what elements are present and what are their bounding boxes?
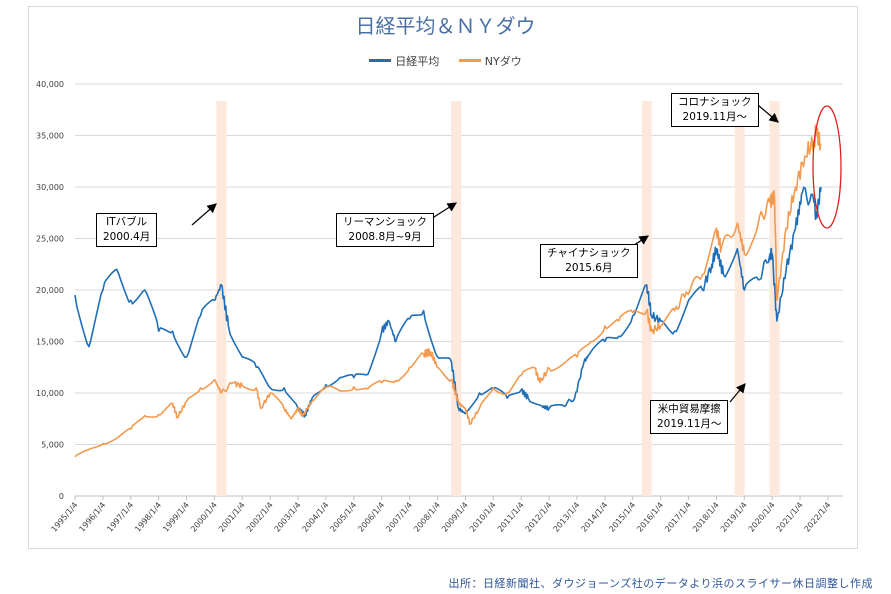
x-tick-label: 1998/1/4: [133, 501, 163, 534]
x-tick-label: 2005/1/4: [328, 501, 358, 534]
annotation-line: 2008.8月~9月: [348, 231, 422, 243]
chart-title: 日経平均＆ＮＹダウ: [355, 14, 536, 38]
x-tick-label: 2012/1/4: [524, 501, 554, 534]
y-tick-label: 25,000: [36, 235, 64, 244]
y-tick-label: 10,000: [36, 389, 64, 398]
annotation-line: 2000.4月: [103, 231, 151, 243]
shaded-period: [216, 101, 227, 496]
x-tick-label: 2013/1/4: [552, 501, 582, 534]
highlight-ellipse: [812, 105, 842, 229]
y-tick-label: 40,000: [36, 80, 64, 89]
annotation-corona: コロナショック 2019.11月～: [671, 93, 759, 127]
annotation-lehman: リーマンショック 2008.8月~9月: [336, 213, 434, 247]
legend-label-nikkei: 日経平均: [395, 54, 440, 68]
x-tick-label: 2006/1/4: [356, 501, 386, 534]
x-tick-label: 2007/1/4: [384, 501, 414, 534]
annotation-line: コロナショック: [678, 96, 752, 108]
x-tick-label: 2003/1/4: [273, 501, 303, 534]
annotation-it-bubble: ITバブル 2000.4月: [96, 213, 158, 247]
annotation-arrow: [191, 203, 217, 226]
annotation-line: 2019.11月～: [657, 418, 722, 430]
y-tick-label: 5,000: [41, 441, 64, 450]
x-tick-label: 2020/1/4: [747, 501, 777, 534]
shaded-period: [451, 101, 462, 496]
y-tick-label: 15,000: [36, 338, 64, 347]
x-tick-label: 2022/1/4: [803, 501, 833, 534]
x-tick-label: 1997/1/4: [105, 501, 135, 534]
x-tick-label: 1999/1/4: [161, 501, 191, 534]
x-tick-label: 2017/1/4: [663, 501, 693, 534]
x-tick-label: 2004/1/4: [301, 501, 331, 534]
annotation-arrow: [729, 383, 746, 403]
shaded-period: [734, 101, 745, 496]
y-tick-label: 35,000: [36, 132, 64, 141]
annotation-china: チャイナショック 2015.6月: [540, 244, 638, 278]
annotation-trade-war: 米中貿易摩擦 2019.11月～: [650, 400, 729, 434]
annotation-line: 米中貿易摩擦: [657, 403, 721, 415]
legend-item-nikkei: 日経平均: [369, 53, 439, 69]
x-tick-label: 2008/1/4: [412, 501, 442, 534]
legend: 日経平均 NYダウ: [0, 52, 891, 69]
annotation-line: 2019.11月～: [682, 111, 747, 123]
x-tick-label: 2018/1/4: [691, 501, 721, 534]
series-line-nydow: [74, 124, 822, 458]
annotation-line: ITバブル: [106, 216, 148, 228]
shaded-period: [641, 101, 652, 496]
x-tick-label: 2011/1/4: [496, 501, 526, 534]
y-tick-label: 0: [59, 492, 64, 501]
annotation-line: チャイナショック: [547, 247, 631, 259]
legend-item-nydow: NYダウ: [458, 53, 522, 69]
x-tick-label: 1995/1/4: [50, 501, 80, 534]
source-note: 出所：日経新聞社、ダウジョーンズ社のデータより浜のスライサー休日調整し作成: [448, 577, 873, 590]
x-tick-label: 2021/1/4: [775, 501, 805, 534]
series-line-nikkei: [74, 186, 822, 418]
x-tick-label: 2015/1/4: [607, 501, 637, 534]
legend-swatch-nikkei: [369, 59, 392, 62]
x-tick-label: 2000/1/4: [189, 501, 219, 534]
x-tick-label: 2001/1/4: [217, 501, 247, 534]
x-tick-label: 2014/1/4: [579, 501, 609, 534]
x-tick-label: 2016/1/4: [635, 501, 665, 534]
x-tick-label: 2019/1/4: [719, 501, 749, 534]
legend-label-nydow: NYダウ: [484, 54, 522, 68]
x-tick-label: 2010/1/4: [468, 501, 498, 534]
x-tick-label: 1996/1/4: [77, 501, 107, 534]
x-tick-label: 2002/1/4: [245, 501, 275, 534]
y-tick-label: 20,000: [36, 286, 64, 295]
annotation-line: 2015.6月: [565, 262, 613, 274]
legend-swatch-nydow: [458, 59, 481, 62]
y-tick-label: 30,000: [36, 183, 64, 192]
annotation-line: リーマンショック: [343, 216, 427, 228]
chart-frame: [28, 6, 858, 549]
x-tick-label: 2009/1/4: [440, 501, 470, 534]
